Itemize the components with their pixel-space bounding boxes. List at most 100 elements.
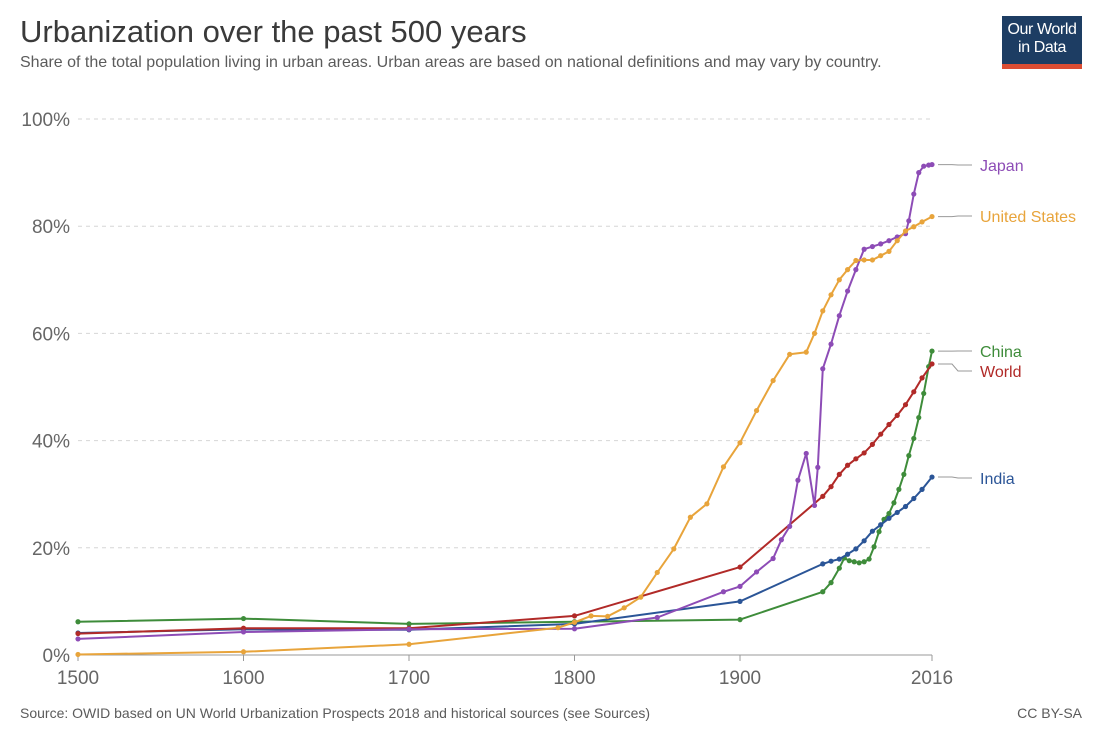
data-point-united-states[interactable] bbox=[869, 257, 876, 263]
data-point-china[interactable] bbox=[846, 558, 852, 564]
data-point-japan[interactable] bbox=[811, 502, 818, 509]
data-point-united-states[interactable] bbox=[555, 625, 561, 631]
data-point-united-states[interactable] bbox=[240, 649, 247, 655]
data-point-japan[interactable] bbox=[828, 341, 834, 347]
data-point-india[interactable] bbox=[929, 474, 935, 480]
data-point-china[interactable] bbox=[886, 510, 892, 517]
data-point-china[interactable] bbox=[737, 617, 743, 623]
data-point-world[interactable] bbox=[902, 402, 909, 408]
series-india[interactable] bbox=[75, 474, 935, 636]
data-point-united-states[interactable] bbox=[770, 377, 776, 384]
data-point-united-states[interactable] bbox=[654, 569, 660, 576]
data-point-china[interactable] bbox=[921, 390, 927, 397]
data-point-japan[interactable] bbox=[770, 555, 776, 562]
data-point-united-states[interactable] bbox=[638, 594, 644, 600]
data-point-united-states[interactable] bbox=[844, 267, 851, 273]
data-point-india[interactable] bbox=[737, 598, 743, 605]
data-point-india[interactable] bbox=[919, 486, 925, 492]
data-point-china[interactable] bbox=[836, 565, 842, 571]
data-point-china[interactable] bbox=[856, 560, 862, 566]
data-point-china[interactable] bbox=[861, 559, 867, 565]
series-world[interactable] bbox=[75, 361, 935, 637]
data-point-japan[interactable] bbox=[820, 366, 826, 372]
data-point-india[interactable] bbox=[902, 503, 909, 510]
data-point-india[interactable] bbox=[886, 515, 892, 521]
data-point-china[interactable] bbox=[876, 529, 882, 535]
data-point-united-states[interactable] bbox=[820, 308, 826, 314]
data-point-world[interactable] bbox=[737, 564, 743, 570]
data-point-united-states[interactable] bbox=[720, 464, 727, 470]
data-point-united-states[interactable] bbox=[588, 613, 594, 619]
data-point-china[interactable] bbox=[911, 435, 917, 442]
data-point-world[interactable] bbox=[886, 421, 892, 428]
data-point-united-states[interactable] bbox=[886, 248, 892, 254]
data-point-india[interactable] bbox=[836, 556, 842, 562]
data-point-united-states[interactable] bbox=[911, 224, 917, 230]
data-point-china[interactable] bbox=[851, 559, 857, 565]
data-point-united-states[interactable] bbox=[861, 257, 867, 263]
series-line-india[interactable] bbox=[77, 476, 933, 634]
data-point-japan[interactable] bbox=[929, 161, 935, 168]
data-point-japan[interactable] bbox=[240, 629, 247, 635]
data-point-world[interactable] bbox=[929, 361, 935, 367]
data-point-japan[interactable] bbox=[737, 583, 743, 589]
data-point-japan[interactable] bbox=[571, 626, 578, 632]
data-point-china[interactable] bbox=[901, 471, 907, 477]
series-label-world[interactable]: World bbox=[980, 364, 1022, 381]
data-point-japan[interactable] bbox=[753, 569, 760, 575]
data-point-united-states[interactable] bbox=[878, 253, 884, 259]
data-point-india[interactable] bbox=[878, 522, 884, 528]
data-point-india[interactable] bbox=[820, 561, 826, 567]
series-label-japan[interactable]: Japan bbox=[980, 158, 1024, 175]
data-point-united-states[interactable] bbox=[787, 351, 793, 357]
data-point-world[interactable] bbox=[911, 389, 917, 395]
data-point-china[interactable] bbox=[871, 544, 877, 550]
data-point-world[interactable] bbox=[919, 375, 925, 381]
data-point-china[interactable] bbox=[906, 453, 912, 459]
data-point-japan[interactable] bbox=[803, 450, 809, 457]
data-point-united-states[interactable] bbox=[803, 349, 809, 355]
data-point-world[interactable] bbox=[894, 412, 900, 419]
series-line-united-states[interactable] bbox=[77, 215, 933, 656]
data-point-united-states[interactable] bbox=[621, 605, 627, 611]
data-point-united-states[interactable] bbox=[902, 228, 909, 234]
data-point-japan[interactable] bbox=[861, 246, 867, 252]
data-point-united-states[interactable] bbox=[406, 641, 412, 647]
data-point-japan[interactable] bbox=[844, 288, 851, 294]
data-point-united-states[interactable] bbox=[811, 330, 818, 336]
data-point-united-states[interactable] bbox=[894, 238, 900, 244]
data-point-japan[interactable] bbox=[906, 218, 912, 224]
series-japan[interactable] bbox=[75, 161, 935, 642]
series-label-india[interactable]: India bbox=[980, 471, 1015, 488]
data-point-united-states[interactable] bbox=[919, 219, 925, 225]
data-point-world[interactable] bbox=[869, 441, 876, 447]
data-point-world[interactable] bbox=[844, 462, 851, 468]
data-point-united-states[interactable] bbox=[75, 651, 81, 658]
data-point-united-states[interactable] bbox=[704, 501, 710, 507]
data-point-india[interactable] bbox=[861, 538, 867, 544]
series-line-world[interactable] bbox=[77, 363, 933, 635]
data-point-world[interactable] bbox=[820, 493, 826, 499]
series-line-japan[interactable] bbox=[77, 163, 933, 640]
data-point-world[interactable] bbox=[828, 484, 834, 490]
data-point-japan[interactable] bbox=[75, 636, 81, 642]
data-point-china[interactable] bbox=[828, 580, 834, 586]
data-point-world[interactable] bbox=[853, 456, 859, 462]
data-point-china[interactable] bbox=[896, 486, 902, 492]
data-point-world[interactable] bbox=[861, 450, 867, 456]
data-point-japan[interactable] bbox=[795, 477, 801, 483]
data-point-japan[interactable] bbox=[911, 191, 917, 197]
data-point-china[interactable] bbox=[916, 414, 922, 421]
series-line-china[interactable] bbox=[77, 350, 933, 625]
series-united-states[interactable] bbox=[75, 213, 935, 658]
data-point-united-states[interactable] bbox=[737, 440, 743, 446]
owid-logo[interactable]: Our World in Data bbox=[1002, 16, 1082, 69]
data-point-china[interactable] bbox=[929, 348, 935, 354]
data-point-united-states[interactable] bbox=[853, 257, 859, 264]
data-point-india[interactable] bbox=[894, 509, 900, 516]
data-point-united-states[interactable] bbox=[687, 514, 693, 520]
data-point-world[interactable] bbox=[571, 613, 578, 619]
data-point-japan[interactable] bbox=[787, 523, 793, 529]
data-point-china[interactable] bbox=[406, 621, 412, 627]
data-point-world[interactable] bbox=[75, 630, 81, 637]
